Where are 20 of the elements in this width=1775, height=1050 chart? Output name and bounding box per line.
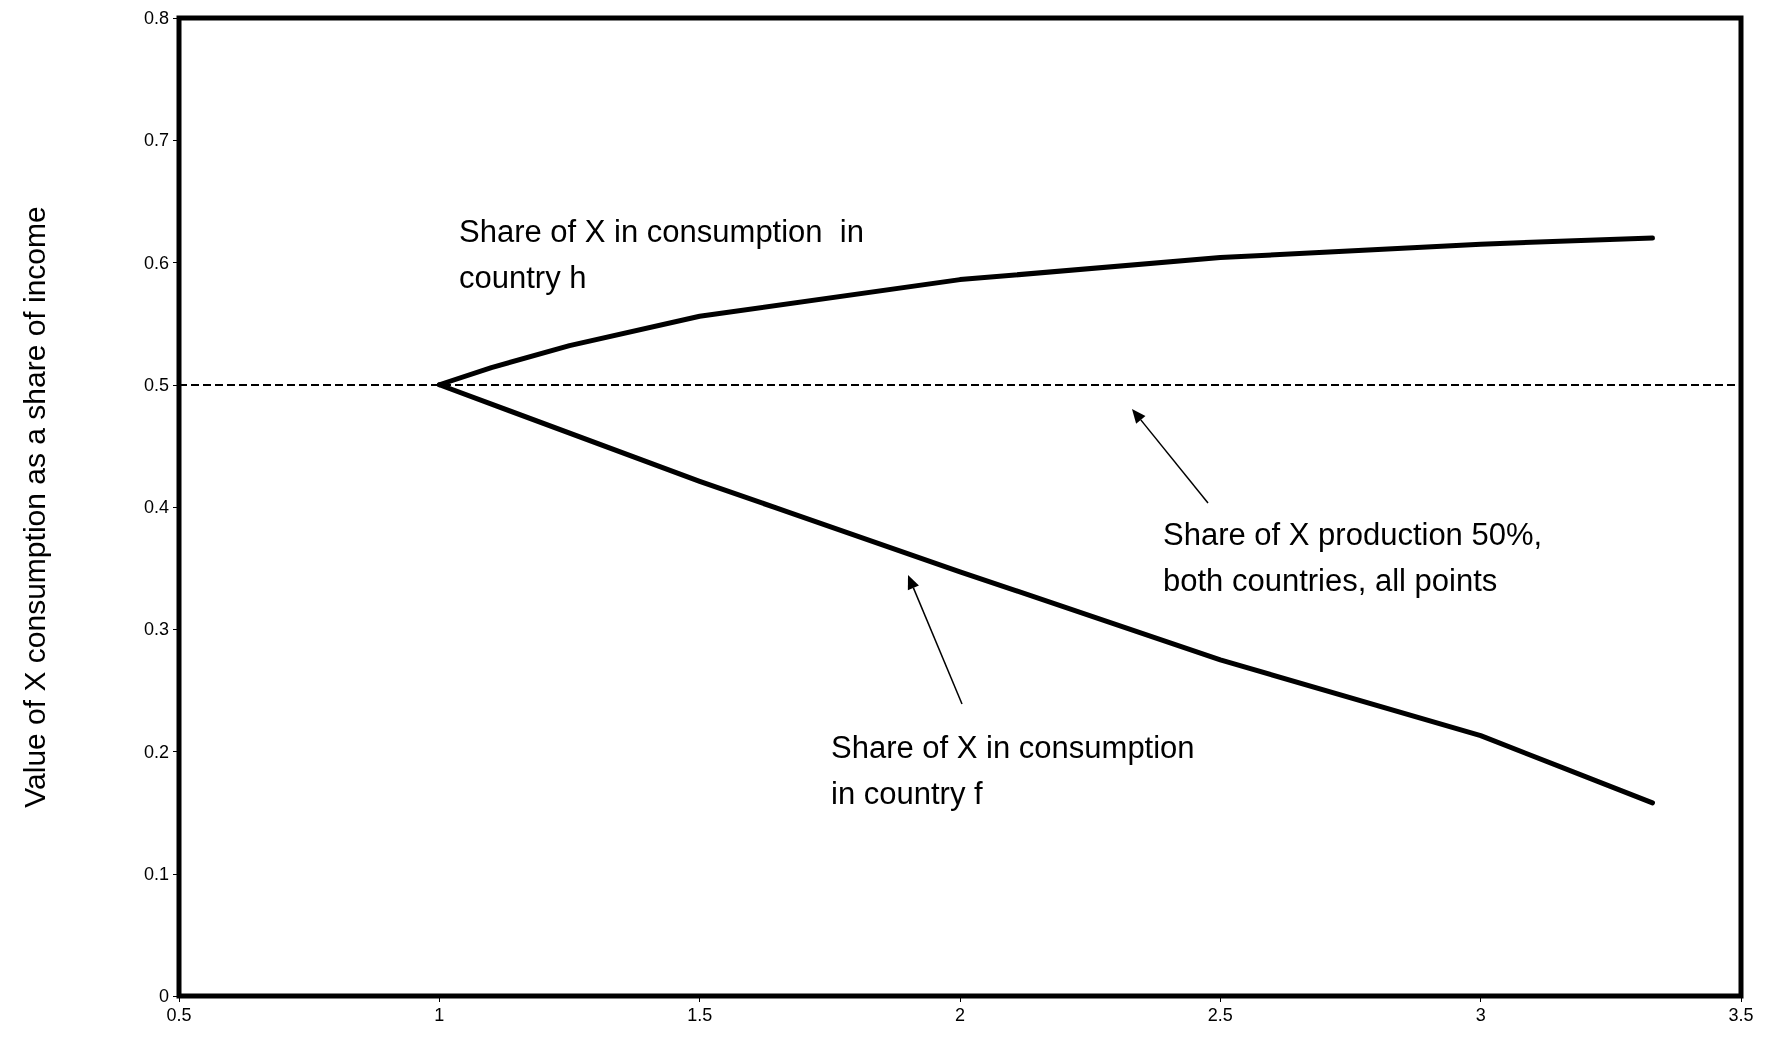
x-tick-label: 2.5	[1207, 1005, 1233, 1025]
y-tick-label: 0.6	[143, 252, 169, 273]
x-tick-label: 2	[954, 1005, 966, 1025]
y-tick-label: 0.2	[143, 741, 169, 762]
annotation: Share of X production 50%, both countries, all points	[1163, 516, 1543, 598]
y-tick-label: 0.7	[143, 130, 169, 151]
y-tick-label: 0.1	[143, 863, 169, 884]
y-tick-label: 0.5	[143, 374, 169, 395]
x-tick-label: 1	[434, 1005, 445, 1025]
y-tick-label: 0.4	[143, 497, 169, 517]
x-tick-label: 1.5	[687, 1005, 713, 1025]
x-tick-label: 0.5	[166, 1005, 192, 1025]
y-tick-label: 0.3	[143, 619, 169, 640]
y-tick-label: 0.8	[143, 8, 169, 28]
x-tick-label: 3	[1475, 1005, 1486, 1025]
annotation: Share of X in consumption in country h	[459, 213, 864, 295]
annotation: Share of X in consumption in country f	[831, 729, 1195, 811]
y-axis-title: Value of X consumption as a share of income	[17, 206, 51, 808]
x-tick-label: 3.5	[1728, 1005, 1754, 1025]
y-tick-label: 0	[158, 986, 169, 1006]
